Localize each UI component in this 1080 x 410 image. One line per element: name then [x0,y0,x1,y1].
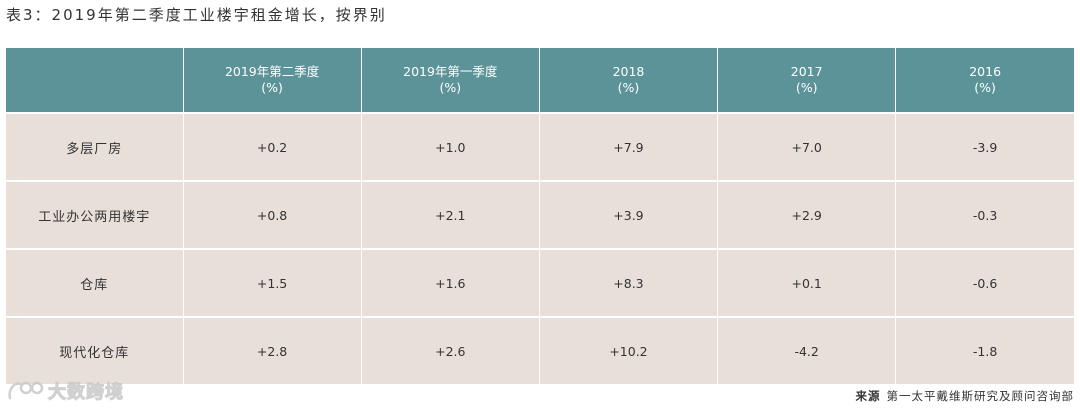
table-cell: -4.2 [717,316,897,384]
table-row: 多层厂房 +0.2 +1.0 +7.9 +7.0 -3.9 [6,112,1074,181]
table-cell: -3.9 [895,112,1074,181]
table-cell: +2.9 [717,180,897,249]
table-cell: +7.9 [539,112,719,181]
table-cell: +10.2 [539,316,719,384]
table-cell: +7.0 [717,112,897,181]
table-cell: -0.3 [895,180,1074,249]
table-cell: +2.1 [361,180,540,249]
header-row: 2019年第二季度 (%) 2019年第一季度 (%) 2018 (%) 201… [6,48,1074,113]
header-cell-2019q2: 2019年第二季度 (%) [183,48,362,113]
table-cell: +1.5 [183,248,362,317]
header-cell-2016: 2016 (%) [895,48,1074,113]
header-unit: (%) [617,80,640,95]
header-label: 2018 [612,64,645,79]
header-label: 2017 [790,64,823,79]
header-unit: (%) [974,80,996,95]
table-row: 工业办公两用楼宇 +0.8 +2.1 +3.9 +2.9 -0.3 [6,180,1074,249]
header-cell-2019q1: 2019年第一季度 (%) [361,48,540,113]
table-row: 仓库 +1.5 +1.6 +8.3 +0.1 -0.6 [6,248,1074,317]
watermark-logo-icon [8,381,44,400]
watermark: 大数跨境 [6,376,124,406]
row-label: 多层厂房 [6,112,184,181]
source-label: 来源 [855,389,881,403]
header-cell-2018: 2018 (%) [539,48,719,113]
rent-growth-table: 2019年第二季度 (%) 2019年第一季度 (%) 2018 (%) 201… [6,48,1074,384]
data-table: 2019年第二季度 (%) 2019年第一季度 (%) 2018 (%) 201… [6,48,1074,384]
watermark-text: 大数跨境 [48,382,124,404]
table-cell: +3.9 [539,180,719,249]
table-cell: +1.6 [361,248,540,317]
header-cell-2017: 2017 (%) [717,48,897,113]
table-cell: +8.3 [539,248,719,317]
table-cell: +0.2 [183,112,362,181]
header-cell-empty [6,48,184,113]
row-label: 现代化仓库 [6,316,184,384]
table-cell: +2.8 [183,316,362,384]
source-text: 第一太平戴维斯研究及顾问咨询部 [886,389,1074,403]
table-cell: +2.6 [361,316,540,384]
header-label: 2019年第二季度 [224,64,320,79]
header-unit: (%) [439,80,462,95]
table-cell: +1.0 [361,112,540,181]
header-label: 2019年第一季度 [403,64,498,79]
table-row: 现代化仓库 +2.8 +2.6 +10.2 -4.2 -1.8 [6,316,1074,384]
header-unit: (%) [261,80,283,95]
row-label: 仓库 [6,248,184,317]
table-cell: +0.8 [183,180,362,249]
header-unit: (%) [795,80,818,95]
table-cell: +0.1 [717,248,897,317]
row-label: 工业办公两用楼宇 [6,180,184,249]
table-cell: -1.8 [895,316,1074,384]
table-cell: -0.6 [895,248,1074,317]
source-note: 来源 第一太平戴维斯研究及顾问咨询部 [856,388,1075,404]
header-label: 2016 [969,64,1002,79]
table-title: 表3：2019年第二季度工业楼宇租金增长，按界别 [6,6,387,24]
